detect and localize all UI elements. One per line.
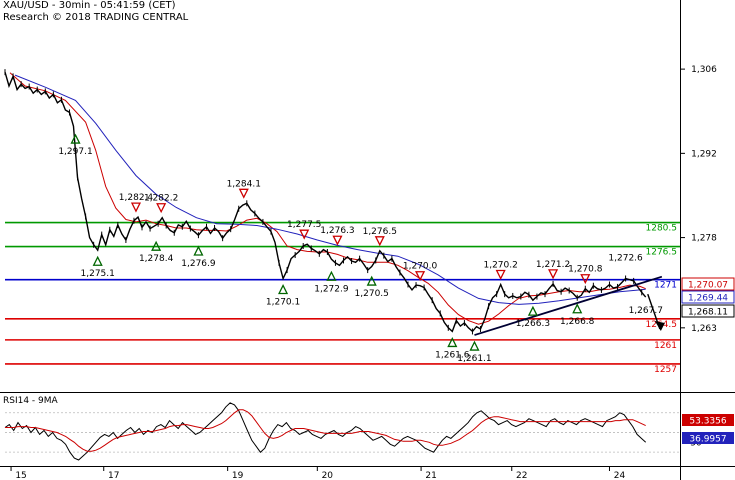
low-annotation: 1,278.4 xyxy=(139,254,174,264)
high-marker-triangle xyxy=(156,203,167,214)
level-label: 1280.5 xyxy=(646,224,678,234)
rsi-tag-box xyxy=(682,432,734,444)
low-annotation: 1,270.1 xyxy=(266,297,300,307)
high-marker-triangle xyxy=(130,202,142,213)
high-annotation: 1,282.4 xyxy=(119,193,154,203)
low-marker-triangle xyxy=(326,270,337,281)
chart-title: XAU/USD - 30min - 05:41:59 (CET) xyxy=(3,0,176,11)
forecast-arrow-head xyxy=(654,321,665,332)
low-annotation: 1,266.8 xyxy=(560,317,595,327)
low-marker-triangle xyxy=(193,245,204,256)
rsi-series-rsi_ma xyxy=(5,409,646,452)
price-tag-label: 1,268.11 xyxy=(688,308,728,318)
high-marker-triangle xyxy=(332,235,343,246)
low-marker-triangle xyxy=(527,305,538,316)
high-annotation: 1,276.5 xyxy=(363,227,397,237)
high-annotation: 1,284.1 xyxy=(227,179,261,189)
low-annotation: 1,275.1 xyxy=(81,269,115,279)
low-marker-triangle xyxy=(278,284,289,295)
trendline xyxy=(474,275,663,336)
low-annotation: 1,261.1 xyxy=(457,354,491,364)
x-tick-label: 17 xyxy=(108,471,119,480)
last-annotation: 1,272.6 xyxy=(608,253,643,263)
high-annotation: 1,270.0 xyxy=(403,262,438,272)
last-annotation: 1,267.7 xyxy=(629,306,663,316)
rsi-tag-label: 53.3356 xyxy=(689,417,726,427)
y-tick-label: 1,278 xyxy=(691,234,717,244)
price-tag-label: 1,269.44 xyxy=(688,294,728,304)
low-marker-triangle xyxy=(572,303,583,314)
high-marker-triangle xyxy=(580,274,591,285)
low-marker-triangle xyxy=(151,240,162,251)
high-marker-triangle xyxy=(415,271,426,282)
series-ma_slow xyxy=(14,74,646,305)
y-tick-label: 1,263 xyxy=(691,324,717,334)
x-tick-label: 19 xyxy=(232,471,244,480)
low-marker-triangle xyxy=(447,336,458,348)
low-annotation: 1,297.1 xyxy=(58,147,92,157)
high-annotation: 1,282.2 xyxy=(144,194,178,204)
high-marker-triangle xyxy=(374,236,385,247)
chart-subtitle: Research © 2018 TRADING CENTRAL xyxy=(3,12,189,23)
low-annotation: 1,270.5 xyxy=(355,289,389,299)
low-annotation: 1,276.9 xyxy=(181,259,216,269)
series-ma_fast xyxy=(9,72,646,325)
x-tick-label: 20 xyxy=(322,471,334,480)
level-label: 1271 xyxy=(654,281,677,291)
high-marker-triangle xyxy=(495,269,506,280)
x-tick-label: 24 xyxy=(614,471,626,480)
low-marker-triangle xyxy=(92,255,103,266)
low-marker-triangle xyxy=(469,340,480,351)
high-annotation: 1,271.2 xyxy=(536,260,570,270)
low-marker-triangle xyxy=(366,275,377,286)
level-label: 1276.5 xyxy=(646,248,678,258)
y-tick-label: 1,292 xyxy=(691,149,717,159)
x-tick-label: 21 xyxy=(425,471,436,480)
high-marker-triangle xyxy=(238,188,249,199)
price-tag-box xyxy=(681,304,735,318)
series-price xyxy=(4,71,647,333)
price-tag-label: 1,270.07 xyxy=(688,281,728,291)
high-annotation: 1,270.2 xyxy=(483,261,517,271)
rsi-tag-label: 36.9957 xyxy=(689,435,726,445)
high-annotation: 1,270.8 xyxy=(568,265,603,275)
low-marker-triangle xyxy=(70,133,81,144)
high-marker-triangle xyxy=(299,229,310,240)
low-annotation: 1,272.9 xyxy=(314,284,349,294)
x-tick-label: 22 xyxy=(516,471,527,480)
low-annotation: 1,261.6 xyxy=(435,350,470,360)
x-tick-label: 15 xyxy=(15,471,26,480)
rsi-series-rsi xyxy=(4,402,647,461)
low-annotation: 1,266.3 xyxy=(516,319,550,329)
high-annotation: 1,277.5 xyxy=(287,220,321,230)
level-label: 1261 xyxy=(654,341,677,351)
price-tag-box xyxy=(681,290,735,304)
level-label: 1257 xyxy=(654,365,677,375)
rsi-tag-box xyxy=(682,414,734,426)
y-tick-label: 1,306 xyxy=(691,65,717,75)
price-tag-box xyxy=(681,277,735,291)
high-marker-triangle xyxy=(548,269,559,280)
rsi-title: RSI14 - 9MA xyxy=(3,396,59,406)
high-annotation: 1,276.3 xyxy=(320,226,354,236)
